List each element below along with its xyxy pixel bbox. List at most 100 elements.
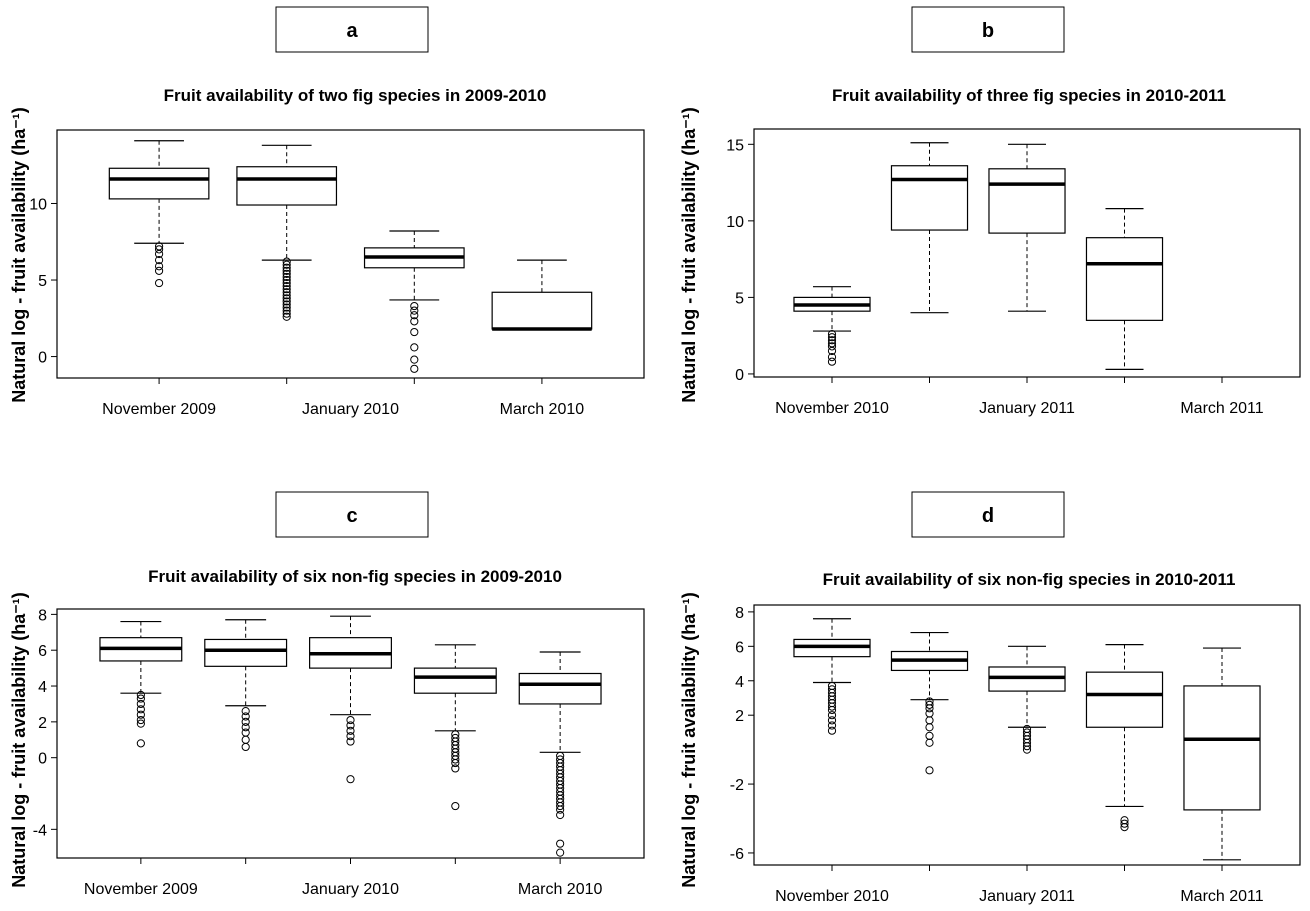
outlier-point xyxy=(410,317,419,326)
outlier-point xyxy=(451,755,460,764)
y-tick-label: 10 xyxy=(726,214,744,231)
chart-svg: b Fruit availability of three fig specie… xyxy=(679,6,1301,417)
outlier-point xyxy=(925,716,934,725)
outlier-point xyxy=(1022,742,1032,751)
outlier-point xyxy=(136,694,145,703)
outlier-point xyxy=(282,294,291,303)
outlier-point xyxy=(925,723,934,732)
box xyxy=(236,166,338,206)
box-group xyxy=(1183,647,1261,861)
y-tick-label: 0 xyxy=(38,751,47,768)
x-tick-label: November 2010 xyxy=(775,888,889,905)
outlier-point xyxy=(154,256,164,265)
outlier-point xyxy=(346,737,355,746)
y-tick-label: 8 xyxy=(38,607,47,624)
outlier-point xyxy=(827,721,837,730)
outlier-point xyxy=(282,285,291,294)
box-group xyxy=(99,620,183,748)
box-group xyxy=(204,619,288,752)
outlier-point xyxy=(241,707,250,716)
outlier-point xyxy=(282,282,291,291)
outlier-point xyxy=(282,306,291,315)
plot-area: -6 -2 2 4 6 8 November 2010 January 2011 March 2… xyxy=(730,604,1301,905)
outlier-point xyxy=(827,352,837,362)
outlier-point xyxy=(136,739,145,748)
panel-letter-box xyxy=(911,6,1065,53)
outlier-point xyxy=(827,357,837,366)
panel-letter-box xyxy=(275,6,429,53)
box xyxy=(204,638,288,667)
box-group xyxy=(988,143,1066,312)
outlier-point xyxy=(556,810,565,820)
outlier-point xyxy=(136,715,145,725)
outlier-point xyxy=(827,336,837,345)
x-tick-label: November 2009 xyxy=(84,881,198,898)
outlier-point xyxy=(1120,823,1129,832)
outlier-point xyxy=(556,848,565,857)
outlier-point xyxy=(346,775,355,784)
outlier-point xyxy=(241,717,250,726)
outlier-point xyxy=(346,732,355,741)
outlier-point xyxy=(241,742,250,752)
outlier-point xyxy=(925,738,934,747)
y-axis-label: Natural log - fruit availability (ha⁻¹) xyxy=(9,107,29,403)
outlier-point xyxy=(154,262,164,271)
chart-title: Fruit availability of three fig species … xyxy=(832,86,1226,105)
outlier-point xyxy=(282,291,291,300)
y-tick-label: 6 xyxy=(735,639,744,656)
box xyxy=(1085,671,1164,728)
outlier-point xyxy=(282,278,291,288)
x-tick-label: March 2011 xyxy=(1180,400,1263,417)
outlier-point xyxy=(282,297,291,306)
outlier-point xyxy=(282,272,291,282)
y-tick-label: 2 xyxy=(38,715,47,732)
x-tick-label: January 2010 xyxy=(302,881,399,898)
panel-letter: c xyxy=(346,505,357,527)
y-tick-label: 8 xyxy=(735,605,744,622)
box-group xyxy=(491,259,593,331)
x-tick-label: January 2011 xyxy=(979,888,1075,905)
y-tick-label: 5 xyxy=(735,290,744,307)
box-group xyxy=(309,615,392,784)
y-tick-label: 2 xyxy=(735,708,744,725)
box-group xyxy=(890,142,969,314)
outlier-point xyxy=(154,278,164,288)
outlier-point xyxy=(282,257,291,266)
outlier-point xyxy=(410,311,419,320)
outlier-point xyxy=(282,269,291,279)
outlier-point xyxy=(410,364,419,373)
box-group xyxy=(236,144,338,321)
outlier-point xyxy=(282,312,291,321)
plot-area: 0 5 10 15 November 2010 January 2011 March 201… xyxy=(726,128,1301,417)
box-group xyxy=(793,286,871,366)
x-tick-label: March 2011 xyxy=(1180,888,1263,905)
box xyxy=(1183,685,1261,811)
chart-title: Fruit availability of six non-fig specie… xyxy=(148,567,562,586)
outlier-point xyxy=(410,301,419,311)
box-group xyxy=(988,645,1066,754)
box xyxy=(108,167,210,200)
panel-letter-box xyxy=(911,491,1065,538)
y-tick-label: 6 xyxy=(38,643,47,660)
outlier-point xyxy=(410,343,419,352)
outlier-point xyxy=(136,690,145,700)
outlier-point xyxy=(827,333,837,342)
outlier-point xyxy=(136,705,145,714)
outlier-point xyxy=(241,723,250,732)
outlier-point xyxy=(410,355,419,364)
outlier-point xyxy=(1022,745,1032,754)
y-tick-label: -2 xyxy=(730,777,744,794)
box-group xyxy=(1085,208,1164,370)
outlier-point xyxy=(556,801,565,811)
outlier-point xyxy=(346,726,355,735)
outlier-point xyxy=(827,726,837,735)
box-group xyxy=(518,651,602,857)
outlier-point xyxy=(154,266,164,275)
outlier-point xyxy=(827,702,837,711)
outlier-point xyxy=(154,245,164,254)
outlier-point xyxy=(556,805,565,814)
outlier-point xyxy=(925,700,934,709)
chart-panel-d: d Fruit availability of six non-fig spec… xyxy=(655,455,1310,910)
outlier-point xyxy=(282,266,291,275)
outlier-point xyxy=(346,715,355,725)
